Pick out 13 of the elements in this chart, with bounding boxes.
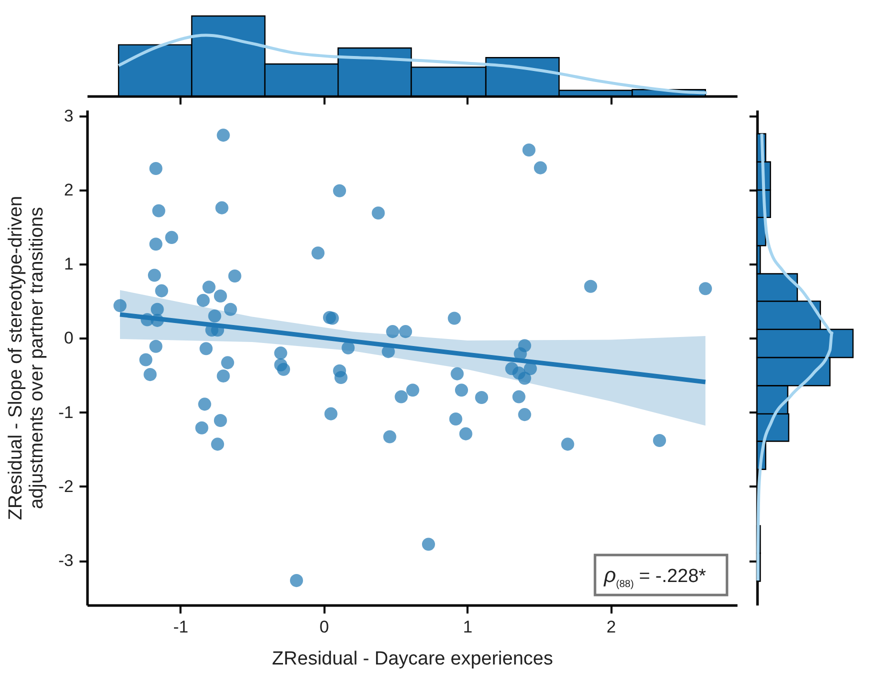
x-axis-title: ZResidual - Daycare experiences (272, 648, 553, 670)
x-tick-label: 0 (320, 618, 329, 636)
y-axis-title: ZResidual - Slope of stereotype-driven adjustments over partner transitions (5, 196, 48, 520)
y-tick-label: -3 (58, 551, 74, 570)
x-tick-label: 2 (606, 618, 616, 636)
x-tick-label: 1 (463, 618, 472, 636)
y-tick-label: -2 (58, 476, 74, 496)
x-tick-label: -1 (173, 618, 188, 636)
y-tick-label: 3 (64, 106, 74, 126)
y-tick-label: 1 (64, 254, 74, 274)
y-tick-label: -1 (58, 402, 74, 422)
y-tick-label: 0 (64, 328, 74, 348)
y-tick-label: 2 (64, 180, 74, 200)
